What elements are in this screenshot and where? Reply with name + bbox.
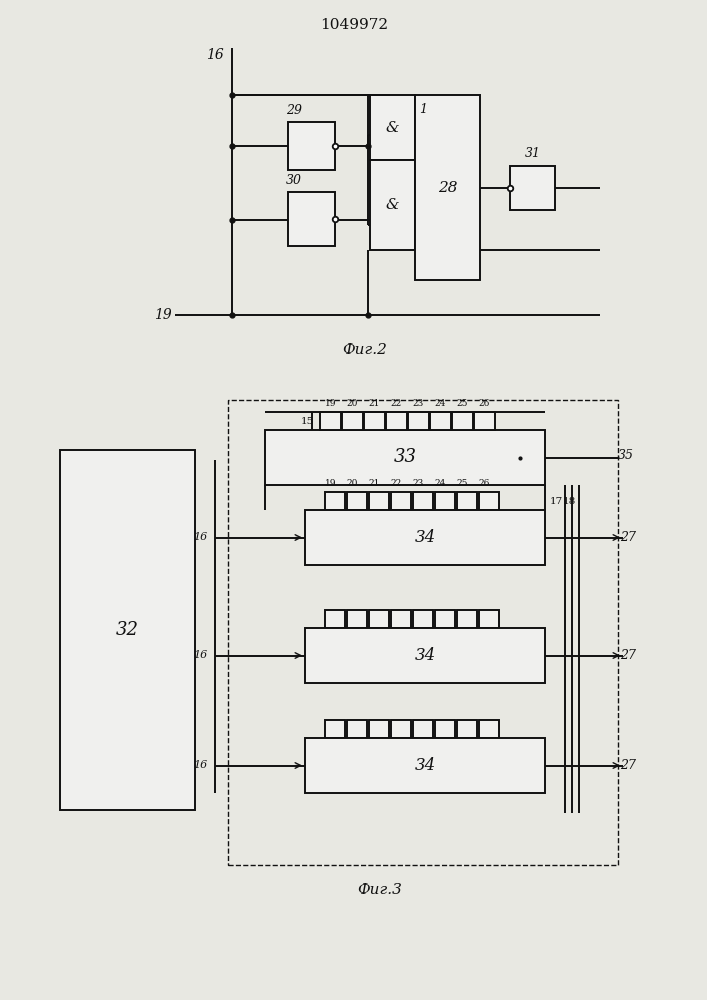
Bar — [457, 492, 477, 510]
Text: 29: 29 — [286, 104, 302, 116]
Text: 22: 22 — [391, 479, 402, 488]
Text: 26: 26 — [479, 479, 490, 488]
Text: 31: 31 — [525, 147, 540, 160]
Text: 34: 34 — [414, 529, 436, 546]
Bar — [369, 492, 389, 510]
Text: 35: 35 — [618, 449, 634, 462]
Text: 16: 16 — [193, 650, 207, 660]
Bar — [413, 492, 433, 510]
Bar — [386, 412, 407, 430]
Text: 16: 16 — [206, 48, 224, 62]
Bar — [413, 610, 433, 628]
Bar — [342, 412, 363, 430]
Text: &: & — [386, 198, 399, 212]
Text: 28: 28 — [438, 180, 457, 194]
Bar — [435, 610, 455, 628]
Bar — [369, 720, 389, 738]
Bar — [364, 412, 385, 430]
Bar — [320, 412, 341, 430]
Bar — [474, 412, 495, 430]
Bar — [479, 610, 499, 628]
Text: 16: 16 — [193, 532, 207, 542]
Text: &: & — [386, 120, 399, 134]
Bar — [391, 720, 411, 738]
Text: 27: 27 — [620, 759, 636, 772]
Bar — [60, 450, 195, 810]
Text: 25: 25 — [457, 398, 468, 408]
Bar — [457, 720, 477, 738]
Bar — [288, 122, 335, 170]
Text: 27: 27 — [620, 531, 636, 544]
Bar — [347, 720, 367, 738]
Text: 25: 25 — [457, 479, 468, 488]
Text: 23: 23 — [413, 398, 424, 408]
Bar — [413, 720, 433, 738]
Bar — [435, 720, 455, 738]
Bar — [325, 492, 345, 510]
Bar — [228, 400, 618, 865]
Text: 19: 19 — [154, 308, 172, 322]
Text: 20: 20 — [347, 398, 358, 408]
Bar — [347, 492, 367, 510]
Text: 1049972: 1049972 — [320, 18, 388, 32]
Bar — [479, 720, 499, 738]
Bar — [288, 192, 335, 246]
Bar — [325, 720, 345, 738]
Bar — [325, 610, 345, 628]
Text: Фиг.3: Фиг.3 — [358, 883, 402, 897]
Bar — [305, 510, 545, 565]
Text: Фиг.2: Фиг.2 — [343, 343, 387, 357]
Bar — [370, 160, 415, 250]
Text: 30: 30 — [286, 174, 302, 186]
Bar — [347, 610, 367, 628]
Bar — [370, 95, 415, 160]
Text: 18: 18 — [563, 497, 576, 506]
Bar — [430, 412, 451, 430]
Bar — [305, 738, 545, 793]
Bar — [479, 492, 499, 510]
Text: 33: 33 — [394, 448, 416, 466]
Bar — [391, 610, 411, 628]
Text: 16: 16 — [193, 760, 207, 770]
Text: 32: 32 — [116, 621, 139, 639]
Bar — [435, 492, 455, 510]
Bar — [265, 430, 545, 485]
Text: 21: 21 — [369, 479, 380, 488]
Bar — [457, 610, 477, 628]
Text: 15: 15 — [300, 416, 314, 426]
Bar — [415, 95, 480, 280]
Text: 20: 20 — [347, 479, 358, 488]
Text: 1: 1 — [419, 103, 427, 116]
Text: 27: 27 — [620, 649, 636, 662]
Bar — [510, 165, 555, 210]
Text: 17: 17 — [550, 497, 563, 506]
Text: 21: 21 — [369, 398, 380, 408]
Text: 24: 24 — [435, 479, 446, 488]
Text: 19: 19 — [325, 398, 337, 408]
Text: 24: 24 — [435, 398, 446, 408]
Bar — [391, 492, 411, 510]
Bar — [452, 412, 473, 430]
Text: 26: 26 — [479, 398, 490, 408]
Bar — [369, 610, 389, 628]
Text: 19: 19 — [325, 479, 337, 488]
Text: 34: 34 — [414, 647, 436, 664]
Text: 23: 23 — [413, 479, 424, 488]
Text: 34: 34 — [414, 757, 436, 774]
Bar — [305, 628, 545, 683]
Text: 22: 22 — [391, 398, 402, 408]
Bar — [408, 412, 429, 430]
